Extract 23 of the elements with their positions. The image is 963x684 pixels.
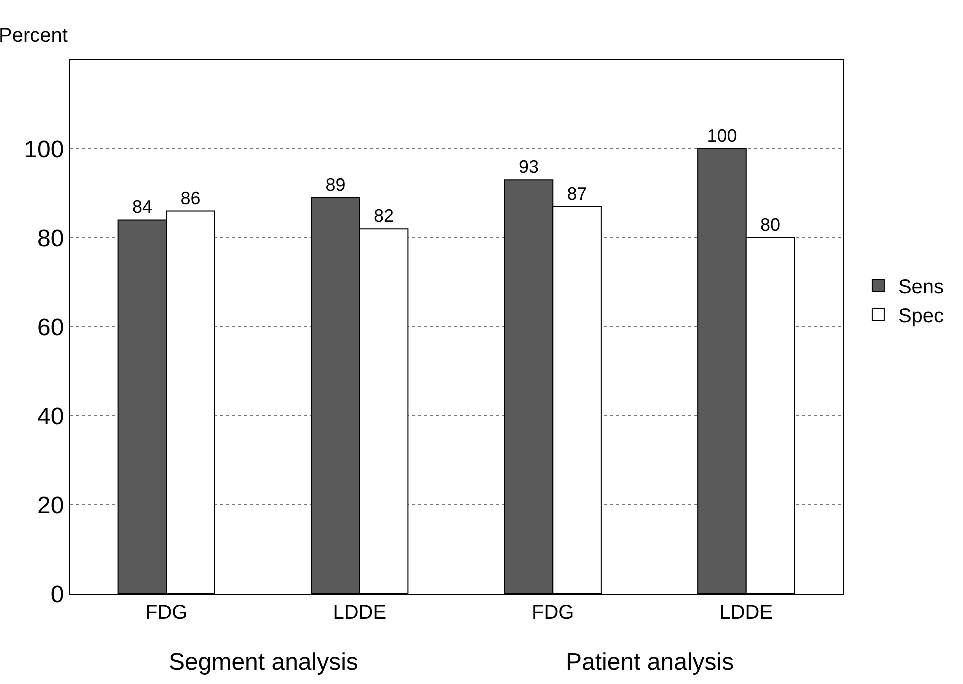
y-tick-label: 100 <box>24 136 64 164</box>
legend-label: Sens <box>898 276 944 299</box>
data-label: 86 <box>180 188 201 208</box>
text: Segment analysis <box>169 649 358 676</box>
data-label: 80 <box>760 215 781 235</box>
x-tick-label: FDG <box>532 602 574 624</box>
data-label: 87 <box>567 184 588 204</box>
y-axis-title: Percent <box>0 25 68 47</box>
data-label: 84 <box>132 197 152 218</box>
data-label: 93 <box>518 157 539 178</box>
legend-label: Spec <box>898 306 944 328</box>
x-tick-label: FDG <box>146 602 188 624</box>
y-tick-label: 60 <box>37 314 64 342</box>
y-tick-label: 0 <box>50 581 64 608</box>
y-tick-label: 20 <box>37 492 64 520</box>
y-tick-label: 80 <box>37 225 64 252</box>
data-label: 82 <box>374 206 394 226</box>
text: Patient analysis <box>566 649 734 676</box>
data-label: 100 <box>707 126 738 146</box>
x-tick-label: LDDE <box>720 602 774 624</box>
data-label: 89 <box>326 174 346 195</box>
y-tick-label: 40 <box>37 403 64 430</box>
x-tick-label: LDDE <box>333 602 387 624</box>
